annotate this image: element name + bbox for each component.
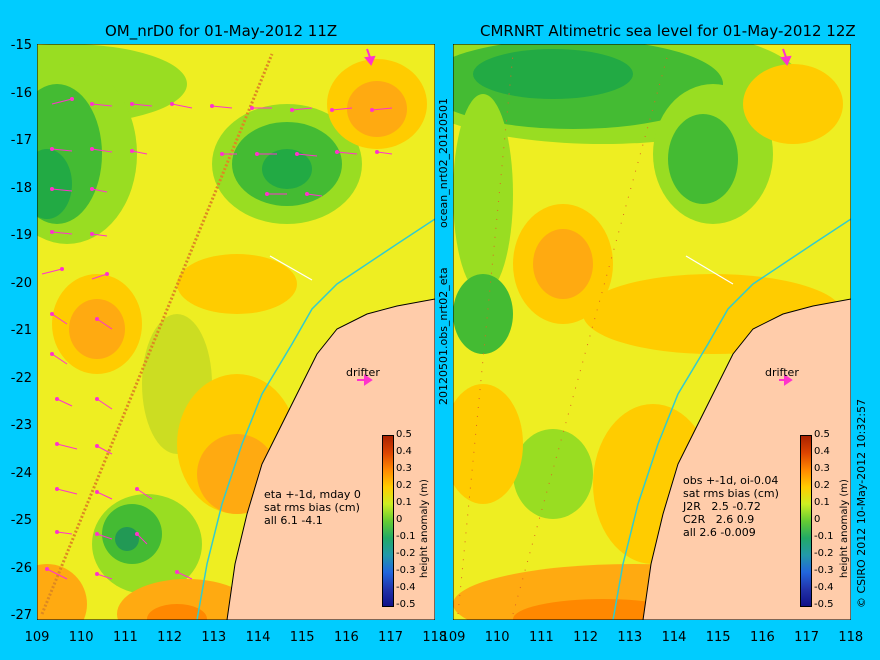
axis-tick-label: 114 — [661, 630, 687, 645]
right-colorbar-title: height anomaly (m) — [839, 479, 850, 578]
axis-tick-label: -22 — [10, 370, 32, 386]
axis-tick-label: 110 — [68, 630, 94, 645]
left-colorbar — [382, 435, 394, 607]
left-drifter-label: drifter — [346, 366, 380, 379]
axis-tick-label: 118 — [838, 630, 864, 645]
axis-tick-label: 115 — [289, 630, 315, 645]
axis-tick-label: -19 — [10, 228, 32, 243]
axis-tick-label: 110 — [484, 630, 510, 645]
right-map — [453, 44, 851, 620]
axis-tick-label: -0.4 — [396, 582, 416, 593]
axis-tick-label: -25 — [10, 513, 32, 528]
axis-tick-label: 116 — [749, 630, 775, 645]
axis-tick-label: 117 — [378, 630, 403, 645]
axis-tick-label: 111 — [528, 630, 554, 645]
axis-tick-label: -24 — [10, 465, 32, 481]
axis-tick-label: -0.5 — [396, 599, 416, 610]
axis-tick-label: -0.1 — [814, 531, 834, 542]
axis-tick-label: 114 — [245, 630, 271, 645]
left-velocity-vectors — [41, 97, 393, 580]
right-drifter-label: drifter — [765, 366, 799, 379]
axis-tick-label: -0.2 — [396, 548, 416, 559]
axis-tick-label: 115 — [705, 630, 731, 645]
axis-tick-label: -26 — [10, 560, 32, 576]
axis-tick-label: 112 — [157, 630, 182, 645]
axis-tick-label: -17 — [10, 133, 32, 148]
axis-tick-label: 116 — [333, 630, 359, 645]
right-drifter-arrow-top — [780, 48, 792, 66]
axis-tick-label: 0.3 — [814, 463, 830, 474]
credit-label: © CSIRO 2012 10-May-2012 10:32:57 — [855, 398, 868, 608]
axis-tick-label: -0.4 — [814, 582, 834, 593]
axis-tick-label: -27 — [10, 608, 32, 623]
right-satellite-track-1 — [457, 53, 514, 615]
left-coastline-cyan — [196, 218, 435, 620]
axis-tick-label: 0 — [814, 514, 821, 525]
axis-tick-label: 0.4 — [814, 446, 830, 457]
axis-tick-label: 109 — [440, 630, 466, 645]
left-colorbar-title: height anomaly (m) — [419, 479, 430, 578]
axis-tick-label: -0.5 — [814, 599, 834, 610]
axis-tick-label: 0.2 — [814, 480, 830, 491]
axis-tick-label: 0.5 — [396, 429, 412, 440]
left-anomaly-field — [37, 44, 427, 620]
axis-tick-label: -16 — [10, 85, 32, 101]
axis-tick-label: 112 — [573, 630, 598, 645]
axis-tick-label: -0.3 — [396, 565, 416, 576]
right-drifter-arrow — [779, 374, 793, 386]
axis-tick-label: 0.1 — [396, 497, 412, 508]
left-notes: eta +-1d, mday 0 sat rms bias (cm) all 6… — [264, 488, 361, 527]
right-colorbar — [800, 435, 812, 607]
axis-tick-label: 113 — [617, 630, 643, 645]
axis-tick-label: 0 — [396, 514, 403, 525]
axis-tick-label: -20 — [10, 275, 32, 291]
left-map — [37, 44, 435, 620]
axis-tick-label: 0.4 — [396, 446, 412, 457]
axis-tick-label: 0.3 — [396, 463, 412, 474]
left-drifter-arrow-top — [364, 48, 376, 66]
axis-tick-label: -15 — [10, 38, 32, 53]
axis-tick-label: 0.5 — [814, 429, 830, 440]
axis-tick-label: -18 — [10, 180, 32, 196]
axis-tick-label: 109 — [24, 630, 50, 645]
left-drifter-line — [269, 255, 313, 281]
right-land-mass — [642, 298, 851, 620]
axis-tick-label: 0.2 — [396, 480, 412, 491]
right-panel-title: CMRNRT Altimetric sea level for 01-May-2… — [480, 22, 856, 40]
axis-tick-label: -0.2 — [814, 548, 834, 559]
left-panel-title: OM_nrD0 for 01-May-2012 11Z — [105, 22, 338, 40]
axis-tick-label: -0.1 — [396, 531, 416, 542]
axis-tick-label: 117 — [794, 630, 819, 645]
axis-tick-label: 118 — [422, 630, 448, 645]
axis-tick-label: 113 — [201, 630, 227, 645]
right-coastline-cyan — [612, 218, 851, 620]
right-drifter-line — [685, 255, 734, 285]
axis-tick-label: 0.1 — [814, 497, 830, 508]
axis-tick-label: -23 — [10, 418, 32, 433]
right-notes: obs +-1d, oi-0.04 sat rms bias (cm) J2R … — [683, 474, 779, 539]
right-side-label: 20120501.obs_nrt02_eta — [437, 267, 450, 405]
axis-tick-label: -0.3 — [814, 565, 834, 576]
left-satellite-track — [40, 53, 274, 615]
axis-tick-label: 111 — [112, 630, 138, 645]
left-side-label: ocean_nrt02_20120501 — [437, 97, 450, 228]
axis-tick-label: -21 — [10, 323, 32, 338]
left-drifter-arrow — [357, 374, 373, 386]
